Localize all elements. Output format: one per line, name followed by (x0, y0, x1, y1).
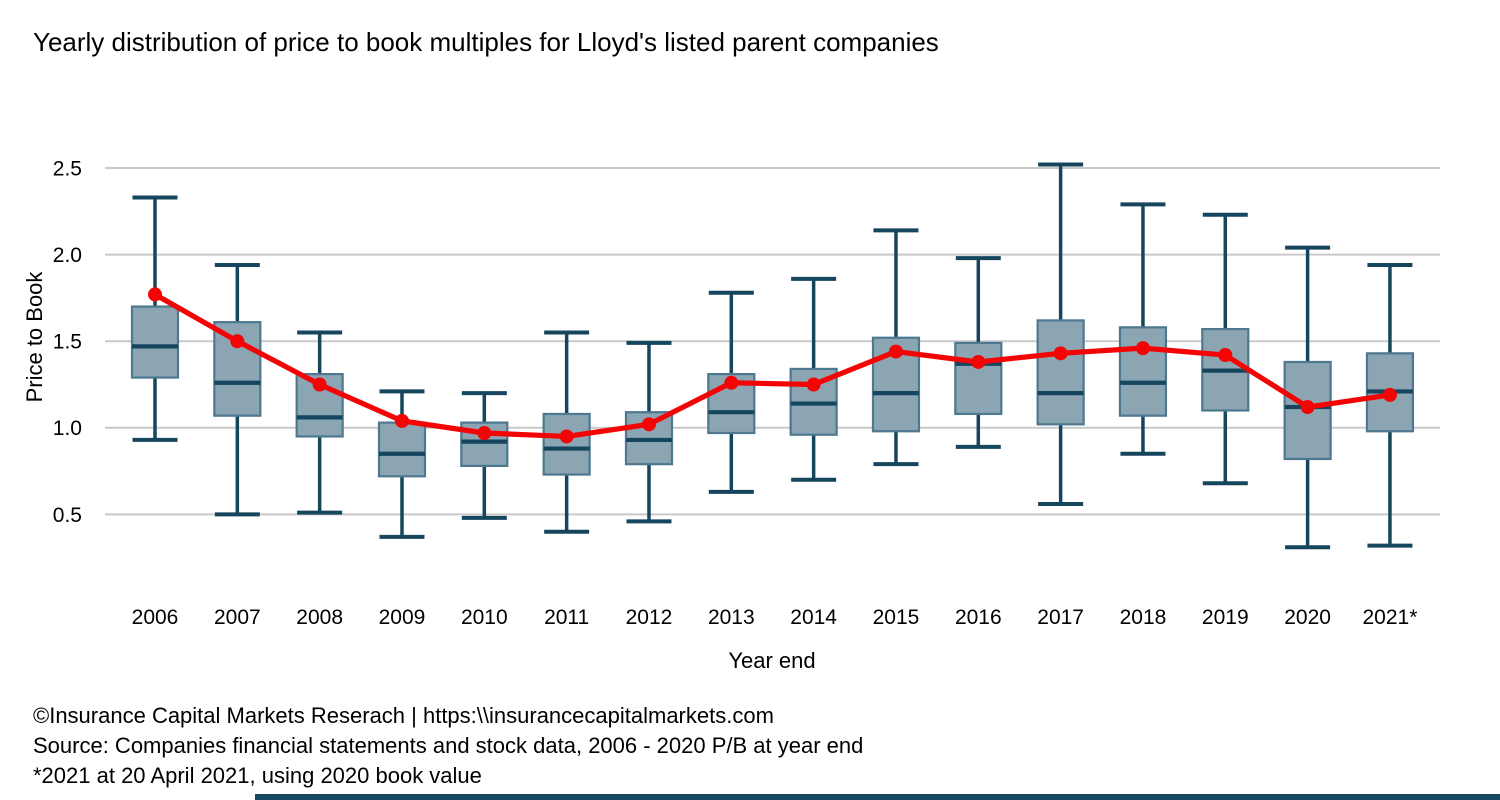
mean-marker-2012 (641, 417, 656, 432)
x-tick-2019: 2019 (1202, 606, 1249, 629)
mean-marker-2010 (477, 425, 492, 440)
x-tick-2008: 2008 (296, 606, 343, 629)
y-tick-labels: 2.5 2.0 1.5 1.0 0.5 (53, 157, 82, 526)
iqr-box (130, 305, 180, 379)
box-group-2017 (1036, 162, 1085, 507)
y-axis-title: Price to Book (22, 271, 47, 403)
y-tick-1.0: 1.0 (53, 417, 82, 440)
mean-marker-2013 (724, 375, 739, 390)
x-tick-2014: 2014 (790, 606, 837, 629)
iqr-box (1118, 326, 1168, 417)
box-group-2007 (213, 262, 262, 517)
x-tick-2016: 2016 (955, 606, 1002, 629)
mean-marker-2009 (394, 413, 409, 428)
box-series (130, 162, 1415, 550)
y-tick-1.5: 1.5 (53, 331, 82, 354)
x-tick-2006: 2006 (132, 606, 179, 629)
chart-title: Yearly distribution of price to book mul… (33, 27, 939, 58)
box-group-2006 (130, 195, 180, 442)
mean-markers (148, 287, 1397, 444)
mean-marker-2015 (888, 344, 903, 359)
mean-marker-2014 (806, 377, 821, 392)
mean-marker-2008 (312, 377, 327, 392)
iqr-box (1036, 319, 1085, 426)
footer-note: *2021 at 20 April 2021, using 2020 book … (33, 763, 482, 788)
x-tick-labels: 2006 2007 2008 2009 2010 2011 2012 2013 2014 2015… (132, 606, 1418, 629)
footer: ©Insurance Capital Markets Reserach | ht… (33, 701, 863, 791)
x-tick-2009: 2009 (379, 606, 426, 629)
x-tick-2020: 2020 (1284, 606, 1331, 629)
footer-copyright: ©Insurance Capital Markets Reserach | ht… (33, 703, 774, 728)
x-tick-2011: 2011 (544, 606, 589, 629)
y-tick-2.0: 2.0 (53, 244, 82, 267)
x-axis-title: Year end (728, 648, 816, 673)
bottom-accent-bar (255, 794, 1500, 800)
box-group-2019 (1201, 212, 1250, 486)
box-group-2008 (295, 330, 344, 515)
box-group-2011 (542, 330, 591, 534)
mean-marker-2021* (1382, 387, 1397, 402)
mean-marker-2006 (148, 287, 162, 302)
mean-marker-2020 (1300, 400, 1315, 415)
mean-line (152, 291, 1393, 440)
box-group-2009 (377, 389, 427, 539)
mean-marker-2019 (1218, 348, 1233, 363)
mean-marker-2016 (971, 354, 986, 369)
box-group-2018 (1118, 202, 1168, 456)
mean-marker-2007 (230, 334, 245, 349)
x-tick-2015: 2015 (873, 606, 920, 629)
mean-marker-2017 (1053, 346, 1068, 361)
x-tick-2007: 2007 (214, 606, 261, 629)
x-tick-2013: 2013 (708, 606, 755, 629)
box-group-2016 (954, 256, 1003, 449)
iqr-box (954, 341, 1003, 416)
y-tick-2.5: 2.5 (53, 157, 82, 180)
x-tick-2021*: 2021* (1363, 606, 1418, 629)
box-group-2021* (1365, 262, 1415, 548)
mean-marker-2018 (1135, 341, 1150, 356)
box-group-2010 (460, 391, 509, 520)
footer-source: Source: Companies financial statements a… (33, 733, 864, 758)
mean-marker-2011 (559, 429, 574, 444)
box-group-2012 (624, 340, 674, 524)
iqr-box (542, 412, 591, 476)
x-tick-2010: 2010 (461, 606, 508, 629)
x-tick-2012: 2012 (626, 606, 673, 629)
iqr-box (377, 421, 427, 478)
y-tick-0.5: 0.5 (53, 504, 82, 527)
x-tick-2017: 2017 (1037, 606, 1084, 629)
x-tick-2018: 2018 (1120, 606, 1167, 629)
